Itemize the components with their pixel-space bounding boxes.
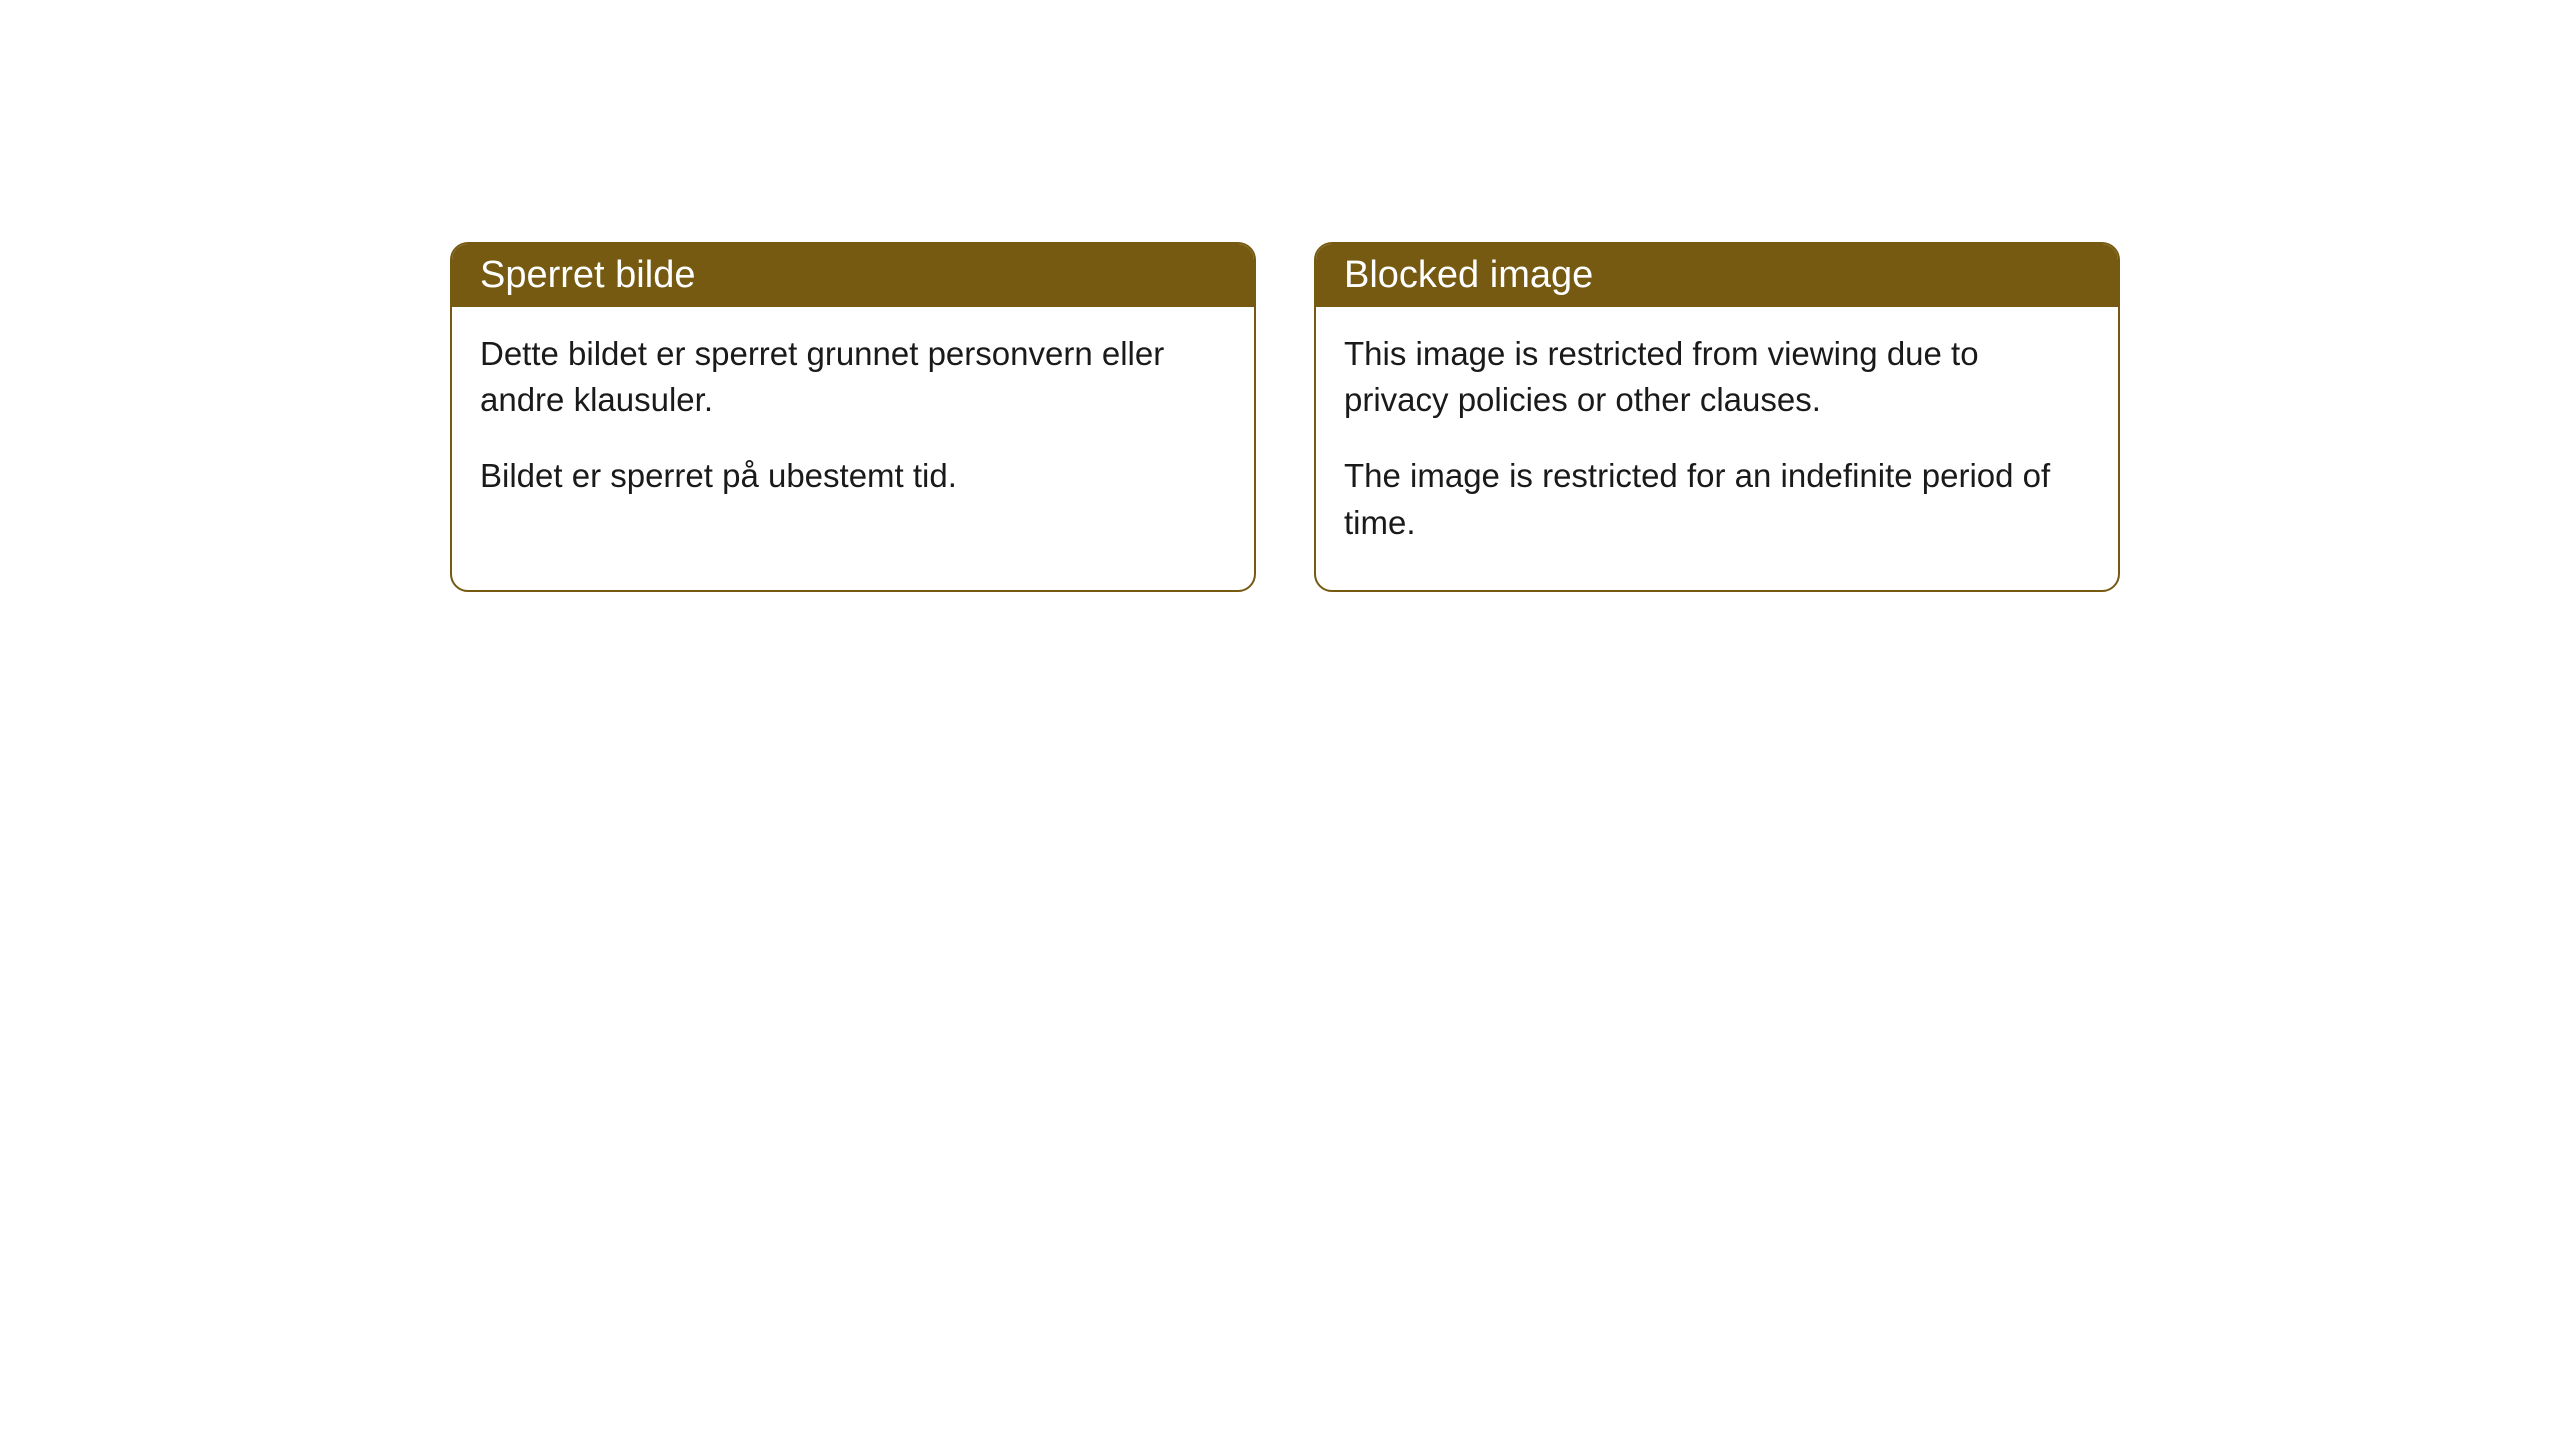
card-paragraph-norwegian-2: Bildet er sperret på ubestemt tid. <box>480 453 1226 499</box>
card-title-english: Blocked image <box>1344 254 1593 296</box>
card-body-norwegian: Dette bildet er sperret grunnet personve… <box>452 307 1254 544</box>
card-header-english: Blocked image <box>1316 244 2118 307</box>
notice-container: Sperret bilde Dette bildet er sperret gr… <box>0 0 2560 592</box>
card-body-english: This image is restricted from viewing du… <box>1316 307 2118 590</box>
card-paragraph-english-1: This image is restricted from viewing du… <box>1344 331 2090 423</box>
notice-card-norwegian: Sperret bilde Dette bildet er sperret gr… <box>450 242 1256 592</box>
card-header-norwegian: Sperret bilde <box>452 244 1254 307</box>
card-title-norwegian: Sperret bilde <box>480 254 695 296</box>
notice-card-english: Blocked image This image is restricted f… <box>1314 242 2120 592</box>
card-paragraph-english-2: The image is restricted for an indefinit… <box>1344 453 2090 545</box>
card-paragraph-norwegian-1: Dette bildet er sperret grunnet personve… <box>480 331 1226 423</box>
